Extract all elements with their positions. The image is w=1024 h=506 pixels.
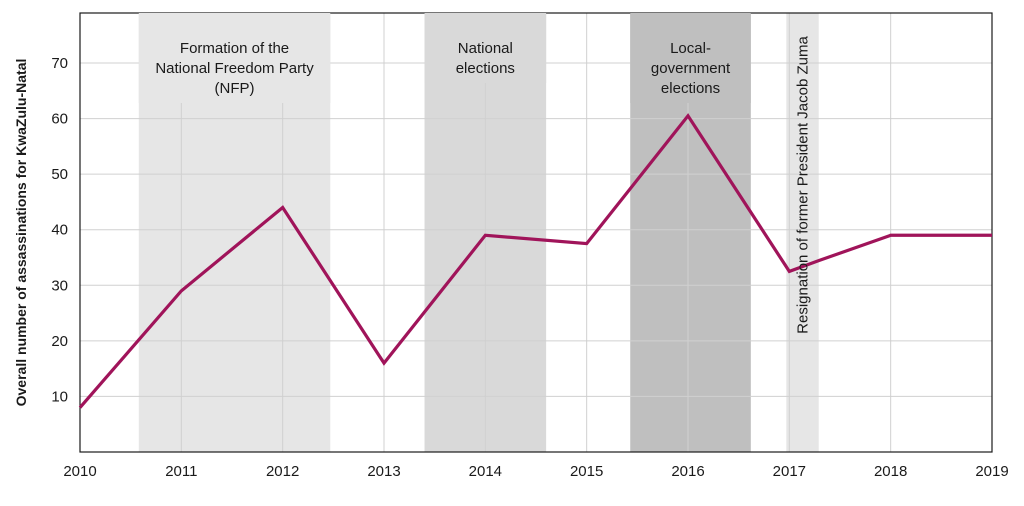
y-tick-label: 40 (51, 222, 68, 239)
annotation-text-nfp: (NFP) (215, 80, 255, 97)
x-tick-label: 2018 (874, 463, 907, 480)
x-tick-label: 2011 (165, 463, 197, 480)
x-tick-label: 2019 (975, 463, 1008, 480)
y-tick-label: 50 (51, 166, 68, 183)
y-tick-label: 10 (51, 388, 68, 405)
x-tick-label: 2016 (671, 463, 704, 480)
y-tick-label: 70 (51, 55, 68, 72)
annotation-zuma: Resignation of former President Jacob Zu… (795, 36, 812, 334)
annotation-text: Resignation of former President Jacob Zu… (795, 36, 812, 334)
x-tick-label: 2010 (63, 463, 96, 480)
x-tick-label: 2015 (570, 463, 603, 480)
annotation-text-nfp: National Freedom Party (155, 60, 314, 77)
x-tick-label: 2013 (367, 463, 400, 480)
annotation-text-national: elections (456, 60, 515, 77)
x-tick-label: 2014 (469, 463, 502, 480)
x-tick-label: 2017 (773, 463, 806, 480)
x-tick-label: 2012 (266, 463, 299, 480)
y-tick-label: 60 (51, 111, 68, 128)
y-tick-label: 30 (51, 277, 68, 294)
annotation-text-nfp: Formation of the (180, 40, 289, 57)
annotation-text-local: government (651, 60, 731, 77)
annotation-text-local: Local- (670, 40, 711, 57)
annotation-text-national: National (458, 40, 513, 57)
y-axis-label: Overall number of assassinations for Kwa… (13, 59, 29, 407)
annotation-text-local: elections (661, 80, 720, 97)
y-axis-label-text: Overall number of assassinations for Kwa… (13, 59, 29, 407)
y-tick-label: 20 (51, 333, 68, 350)
